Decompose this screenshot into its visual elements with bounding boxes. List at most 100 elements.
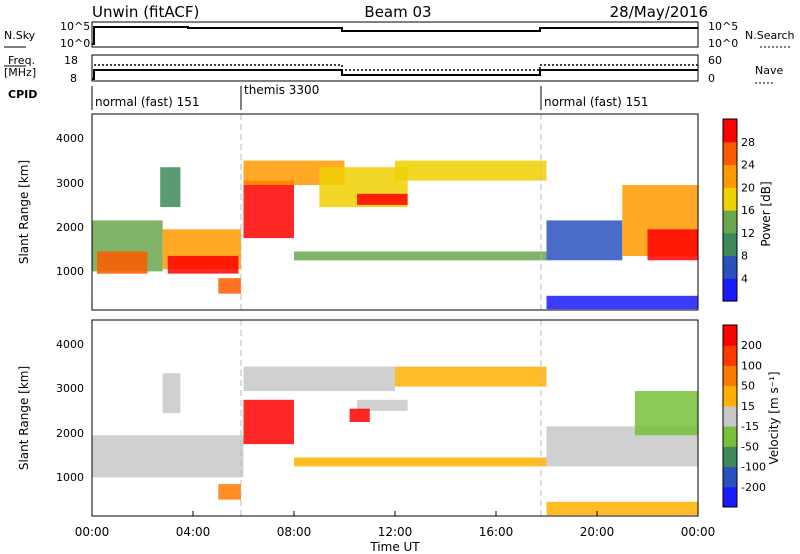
power-colorbar-swatch-5 <box>723 187 737 211</box>
noise-sky-trace <box>92 26 698 45</box>
velocity-colorbar-swatch-7 <box>723 365 737 387</box>
power-echo-region-2 <box>97 251 148 274</box>
velocity-colorbar-tick-5: -15 <box>741 420 759 433</box>
velocity-colorbar-tick-6: -50 <box>741 440 759 453</box>
power-colorbar-tick-4: 16 <box>741 204 755 217</box>
power-echo-region-13 <box>546 220 623 261</box>
power-colorbar-swatch-2 <box>723 255 737 279</box>
velocity-colorbar-swatch-3 <box>723 446 737 467</box>
noise-frame <box>91 21 699 48</box>
date-title: 28/May/2016 <box>610 3 708 21</box>
noise-panel: N.Sky 10^5 10^0 10^5 10^0 N.Search <box>4 20 795 50</box>
power-echo-region-16 <box>546 295 698 310</box>
velocity-colorbar-swatch-2 <box>723 466 737 488</box>
noise-right-tick-bottom: 10^0 <box>708 37 738 50</box>
velocity-colorbar-swatch-5 <box>723 405 737 427</box>
freq-trace <box>92 69 698 80</box>
velocity-echo-region-1 <box>92 435 244 478</box>
noise-right-tick-top: 10^5 <box>708 20 738 33</box>
freq-left-label-1: Freq. <box>8 54 35 67</box>
power-colorbar-label: Power [dB] <box>759 181 773 246</box>
power-echo-region-12 <box>294 251 547 261</box>
velocity-colorbar-label: Velocity [m s⁻¹] <box>767 371 781 464</box>
time-axis-tick-5: 16:00 <box>479 525 514 539</box>
time-axis-tick-4: 12:00 <box>378 525 413 539</box>
time-axis-tick-3: 08:00 <box>277 525 312 539</box>
power-colorbar-tick-2: 8 <box>741 250 748 263</box>
velocity-echo-region-7 <box>349 408 370 422</box>
velocity-ytick-1000: 1000 <box>56 471 84 484</box>
velocity-colorbar-tick-8: -200 <box>741 481 766 494</box>
time-axis-tick-1: 00:00 <box>75 525 110 539</box>
velocity-colorbar-swatch-9 <box>723 325 737 346</box>
power-echo-region-7 <box>243 180 294 239</box>
time-axis-tick-2: 04:00 <box>176 525 211 539</box>
freq-right-tick-top: 60 <box>708 54 722 67</box>
velocity-ytick-3000: 3000 <box>56 382 84 395</box>
cpid-segment-1: normal (fast) 151 <box>95 95 199 109</box>
time-axis-tick-7: 00:00 <box>681 525 716 539</box>
cpid-label: CPID <box>8 88 37 101</box>
velocity-frame <box>91 319 699 517</box>
power-colorbar-swatch-1 <box>723 278 737 302</box>
power-colorbar: 4 8 12 16 20 24 28 <box>722 118 755 302</box>
station-title: Unwin (fitACF) <box>92 3 199 21</box>
velocity-echo-region-8 <box>395 366 547 387</box>
velocity-colorbar-tick-3: 50 <box>741 380 755 393</box>
velocity-echo-region-6 <box>357 399 408 411</box>
freq-frame <box>91 54 699 82</box>
velocity-echo-region-11 <box>634 391 698 436</box>
power-colorbar-tick-7: 28 <box>741 136 755 149</box>
freq-right-label: Nave <box>755 64 783 77</box>
power-colorbar-swatch-8 <box>723 119 737 143</box>
velocity-echo-region-12 <box>546 501 698 516</box>
power-colorbar-swatch-4 <box>723 210 737 234</box>
power-colorbar-swatch-6 <box>723 164 737 188</box>
power-ylabel: Slant Range [km] <box>17 160 31 264</box>
velocity-colorbar: 200 100 50 15 -15 -50 -100 -200 <box>722 324 766 508</box>
velocity-colorbar-tick-7: -100 <box>741 461 766 474</box>
cpid-segment-3: normal (fast) 151 <box>544 95 648 109</box>
velocity-colorbar-tick-1: 200 <box>741 339 762 352</box>
noise-left-tick-top: 10^5 <box>60 20 90 33</box>
noise-right-label: N.Search <box>745 29 795 42</box>
freq-left-tick-bottom: 8 <box>70 72 77 85</box>
power-colorbar-frame <box>722 118 738 302</box>
freq-right-tick-bottom: 0 <box>708 72 715 85</box>
velocity-colorbar-swatch-8 <box>723 345 737 366</box>
velocity-ylabel: Slant Range [km] <box>17 366 31 470</box>
velocity-echo-region-5 <box>243 366 395 391</box>
velocity-echo-region-9 <box>294 457 547 467</box>
velocity-echo-region-3 <box>218 484 241 500</box>
freq-left-tick-top: 18 <box>64 54 78 67</box>
power-echo-region-4 <box>167 255 239 274</box>
power-colorbar-tick-1: 4 <box>741 272 748 285</box>
velocity-ytick-2000: 2000 <box>56 427 84 440</box>
noise-left-label: N.Sky <box>4 29 36 42</box>
velocity-colorbar-frame <box>722 324 738 508</box>
velocity-data-layer <box>92 366 698 516</box>
power-colorbar-tick-6: 24 <box>741 159 755 172</box>
velocity-panel: Slant Range [km] 1000 2000 3000 4000 200… <box>17 319 781 517</box>
power-echo-region-11 <box>395 160 547 181</box>
power-colorbar-tick-3: 12 <box>741 227 755 240</box>
beam-title: Beam 03 <box>364 3 431 21</box>
time-axis-tick-6: 20:00 <box>580 525 615 539</box>
velocity-echo-region-4 <box>243 399 294 445</box>
cpid-segment-2: themis 3300 <box>244 83 319 97</box>
velocity-colorbar-tick-4: 15 <box>741 400 755 413</box>
power-data-layer <box>92 160 699 310</box>
velocity-colorbar-swatch-4 <box>723 426 737 447</box>
velocity-ytick-4000: 4000 <box>56 338 84 351</box>
velocity-colorbar-swatch-1 <box>723 486 737 508</box>
power-colorbar-swatch-7 <box>723 141 737 166</box>
power-echo-region-6 <box>218 278 241 294</box>
nave-trace <box>94 64 698 71</box>
freq-left-label-2: [MHz] <box>4 66 36 79</box>
power-colorbar-tick-5: 20 <box>741 181 755 194</box>
velocity-colorbar-swatch-6 <box>723 385 737 407</box>
power-frame <box>91 113 699 311</box>
power-ytick-2000: 2000 <box>56 221 84 234</box>
power-echo-region-5 <box>160 167 181 208</box>
